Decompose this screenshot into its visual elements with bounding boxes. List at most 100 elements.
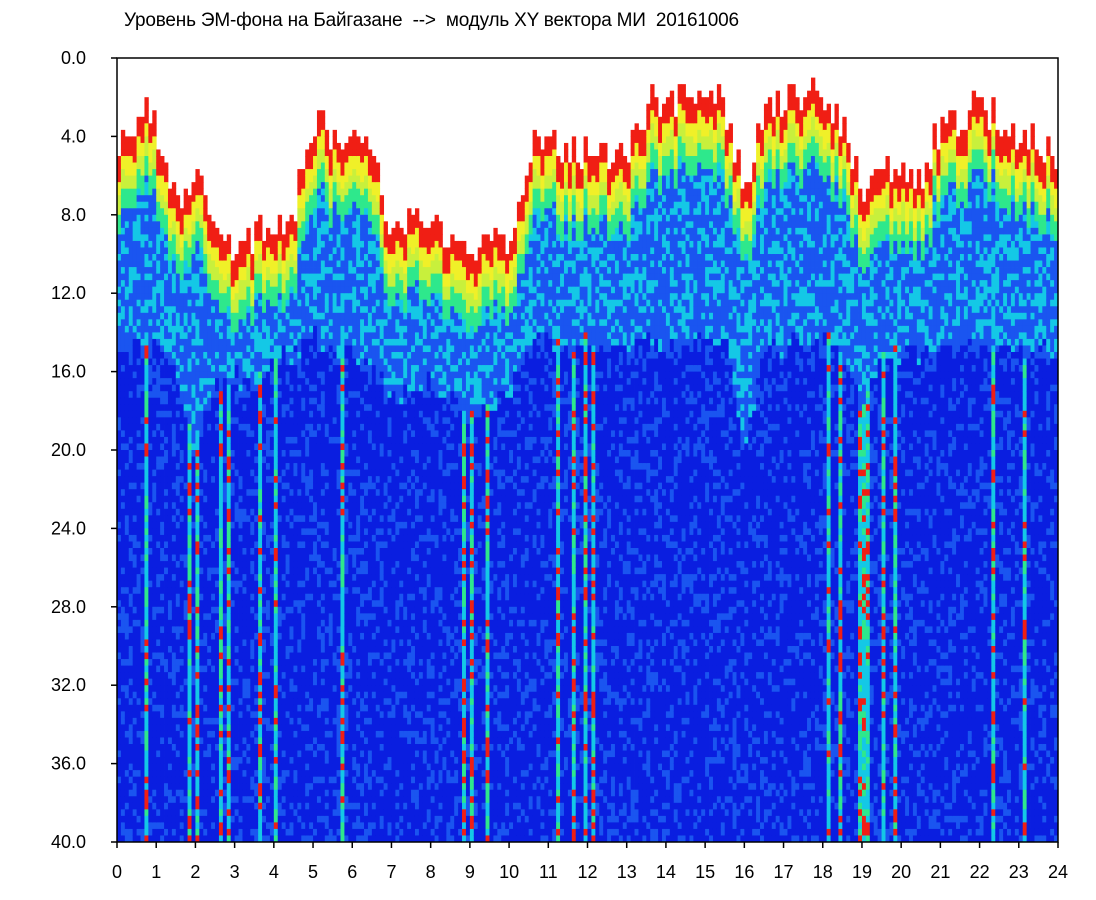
heatmap-cell: [203, 803, 207, 810]
heatmap-cell: [188, 777, 192, 784]
heatmap-cell: [231, 326, 235, 333]
heatmap-cell: [211, 313, 215, 320]
heatmap-cell: [199, 724, 203, 731]
heatmap-cell: [227, 790, 231, 797]
heatmap-cell: [160, 345, 164, 352]
heatmap-cell: [168, 620, 172, 627]
heatmap-cell: [156, 659, 160, 666]
heatmap-cell: [199, 751, 203, 758]
heatmap-cell: [266, 633, 270, 640]
heatmap-cell: [160, 208, 164, 215]
heatmap-cell: [211, 568, 215, 575]
heatmap-cell: [207, 319, 211, 326]
heatmap-cell: [223, 561, 227, 568]
heatmap-cell: [121, 176, 125, 183]
heatmap-cell: [207, 783, 211, 790]
heatmap-cell: [129, 528, 133, 535]
heatmap-cell: [207, 372, 211, 379]
heatmap-cell: [262, 698, 266, 705]
heatmap-cell: [188, 332, 192, 339]
heatmap-cell: [168, 221, 172, 228]
heatmap-cell: [152, 626, 156, 633]
heatmap-cell: [215, 385, 219, 392]
heatmap-cell: [262, 287, 266, 294]
heatmap-cell: [152, 267, 156, 274]
heatmap-cell: [144, 372, 148, 379]
heatmap-cell: [274, 515, 278, 522]
heatmap-cell: [266, 659, 270, 666]
heatmap-cell: [160, 613, 164, 620]
heatmap-cell: [239, 692, 243, 699]
heatmap-cell: [282, 319, 286, 326]
heatmap-cell: [246, 280, 250, 287]
heatmap-cell: [274, 672, 278, 679]
heatmap-cell: [164, 692, 168, 699]
heatmap-cell: [219, 574, 223, 581]
heatmap-cell: [250, 450, 254, 457]
heatmap-cell: [168, 300, 172, 307]
heatmap-cell: [156, 737, 160, 744]
heatmap-cell: [156, 685, 160, 692]
heatmap-cell: [192, 470, 196, 477]
heatmap-cell: [184, 764, 188, 771]
heatmap-cell: [278, 424, 282, 431]
heatmap-cell: [168, 600, 172, 607]
heatmap-cell: [152, 339, 156, 346]
heatmap-cell: [282, 234, 286, 241]
heatmap-cell: [235, 404, 239, 411]
heatmap-cell: [192, 313, 196, 320]
heatmap-cell: [172, 339, 176, 346]
heatmap-cell: [195, 783, 199, 790]
heatmap-cell: [227, 633, 231, 640]
heatmap-cell: [144, 666, 148, 673]
heatmap-cell: [235, 522, 239, 529]
heatmap-cell: [160, 182, 164, 189]
heatmap-cell: [156, 267, 160, 274]
heatmap-cell: [133, 169, 137, 176]
heatmap-cell: [164, 620, 168, 627]
heatmap-cell: [160, 254, 164, 261]
heatmap-cell: [152, 646, 156, 653]
heatmap-cell: [148, 208, 152, 215]
heatmap-cell: [188, 502, 192, 509]
heatmap-cell: [137, 692, 141, 699]
heatmap-cell: [164, 718, 168, 725]
heatmap-cell: [133, 496, 137, 503]
heatmap-cell: [242, 287, 246, 294]
heatmap-cell: [278, 613, 282, 620]
heatmap-cell: [231, 633, 235, 640]
heatmap-cell: [199, 705, 203, 712]
heatmap-cell: [262, 770, 266, 777]
heatmap-cell: [184, 685, 188, 692]
heatmap-cell: [141, 476, 145, 483]
heatmap-cell: [148, 470, 152, 477]
heatmap-cell: [223, 757, 227, 764]
heatmap-cell: [121, 378, 125, 385]
heatmap-cell: [262, 417, 266, 424]
heatmap-cell: [195, 764, 199, 771]
heatmap-cell: [148, 822, 152, 829]
heatmap-cell: [258, 744, 262, 751]
heatmap-cell: [148, 744, 152, 751]
heatmap-cell: [262, 443, 266, 450]
heatmap-cell: [184, 796, 188, 803]
heatmap-cell: [211, 541, 215, 548]
heatmap-cell: [250, 737, 254, 744]
heatmap-cell: [282, 306, 286, 313]
heatmap-cell: [195, 535, 199, 542]
heatmap-cell: [172, 254, 176, 261]
heatmap-cell: [164, 809, 168, 816]
heatmap-cell: [242, 424, 246, 431]
heatmap-cell: [172, 653, 176, 660]
heatmap-cell: [152, 659, 156, 666]
heatmap-cell: [246, 489, 250, 496]
heatmap-cell: [144, 149, 148, 156]
heatmap-cell: [286, 293, 290, 300]
heatmap-cell: [274, 365, 278, 372]
heatmap-cell: [250, 796, 254, 803]
heatmap-cell: [192, 574, 196, 581]
heatmap-cell: [129, 411, 133, 418]
heatmap-cell: [258, 215, 262, 222]
heatmap-cell: [133, 280, 137, 287]
heatmap-cell: [258, 372, 262, 379]
